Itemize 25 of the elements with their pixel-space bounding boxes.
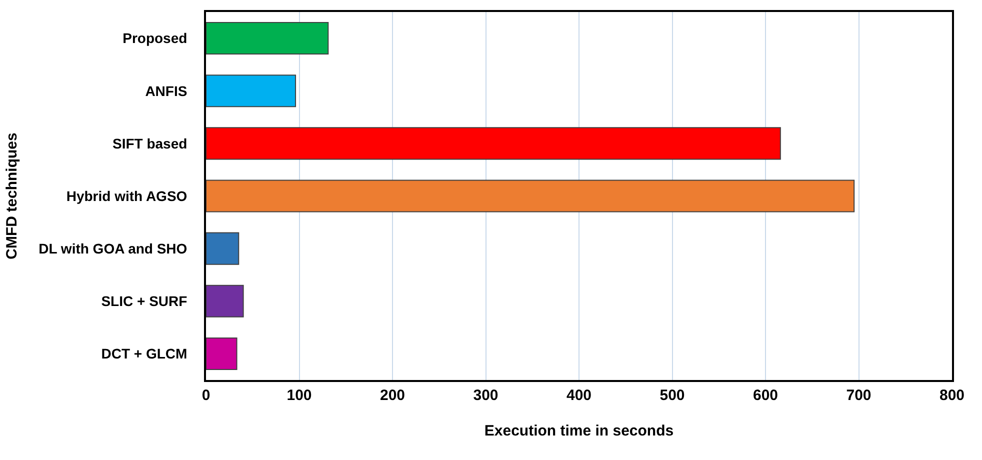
y-tick-label: Hybrid with AGSO bbox=[66, 188, 188, 204]
x-tick-label: 700 bbox=[846, 387, 872, 404]
bar bbox=[206, 127, 781, 160]
x-tick-label: 800 bbox=[939, 387, 965, 404]
y-tick-label: ANFIS bbox=[145, 82, 188, 99]
y-tick-label: DL with GOA and SHO bbox=[38, 240, 188, 256]
y-tick-label: SLIC + SURF bbox=[101, 293, 188, 310]
y-tick-label: Proposed bbox=[122, 30, 188, 46]
x-tick-label: 100 bbox=[286, 387, 312, 404]
bar bbox=[206, 22, 329, 55]
bar bbox=[206, 337, 238, 370]
x-tick-label: 0 bbox=[202, 387, 210, 404]
x-tick-label: 500 bbox=[660, 387, 685, 404]
x-tick-label: 300 bbox=[473, 387, 498, 404]
x-axis-title: Execution time in seconds bbox=[484, 422, 674, 440]
bar bbox=[206, 180, 855, 212]
x-tick-label: 600 bbox=[752, 387, 778, 404]
x-tick-label: 400 bbox=[566, 387, 592, 404]
x-tick-label: 200 bbox=[380, 387, 406, 404]
bar bbox=[206, 232, 240, 265]
y-tick-label: DCT + GLCM bbox=[101, 346, 188, 362]
bar bbox=[206, 74, 296, 108]
y-tick-label: SIFT based bbox=[112, 135, 188, 152]
bar bbox=[206, 284, 244, 318]
y-axis-title: CMFD techniques bbox=[3, 132, 20, 260]
